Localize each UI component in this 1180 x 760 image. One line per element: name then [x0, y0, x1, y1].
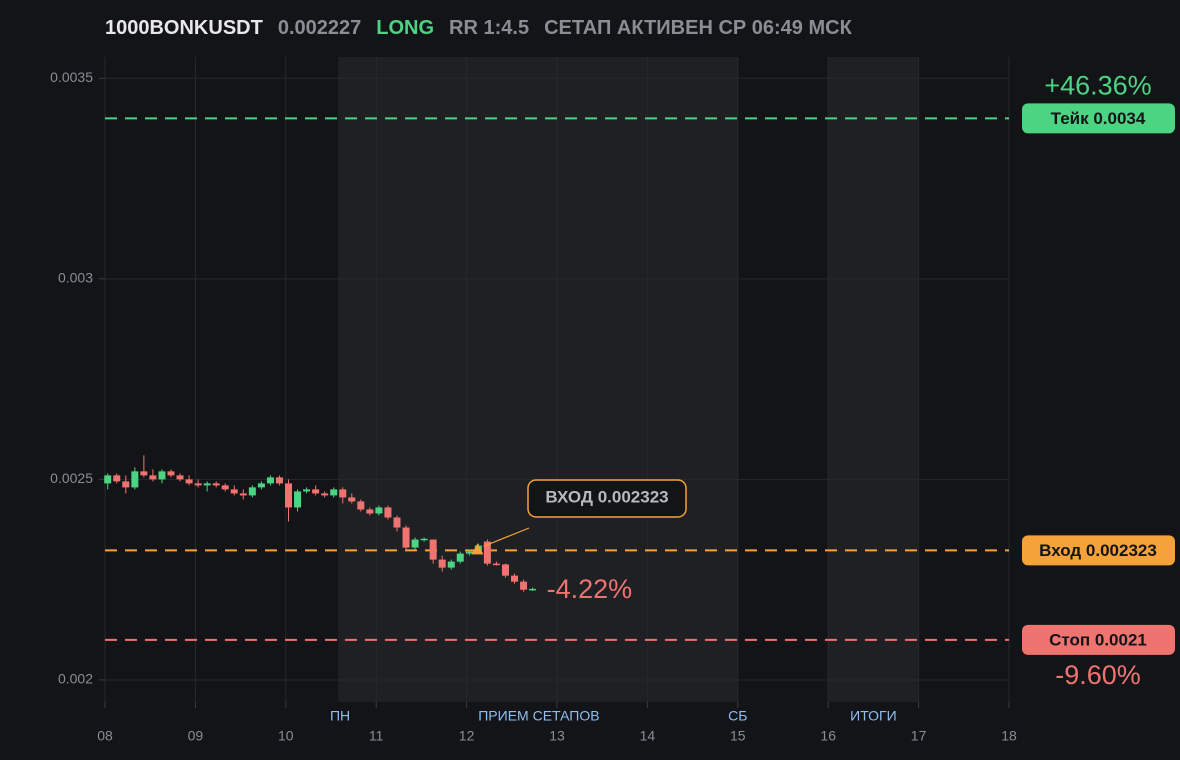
x-tick-label: 11 — [369, 728, 384, 744]
candle-body — [357, 501, 365, 510]
candle-body — [212, 483, 220, 486]
candle-body — [492, 563, 500, 566]
x-tick-label: 16 — [820, 728, 836, 744]
session-label: ИТОГИ — [850, 708, 897, 724]
level-label: Вход 0.002323 — [1039, 541, 1157, 560]
candle-body — [122, 481, 130, 488]
candle-body — [113, 475, 121, 482]
x-tick-label: 10 — [278, 728, 294, 744]
current-pct: -4.22% — [547, 574, 633, 604]
candle-body — [321, 493, 329, 496]
x-tick-label: 18 — [1001, 728, 1017, 744]
level-label: Стоп 0.0021 — [1049, 630, 1147, 649]
session-label: СБ — [728, 708, 747, 724]
candle-body — [230, 489, 238, 494]
side: LONG — [376, 17, 435, 39]
candle-body — [483, 541, 491, 564]
annotation-label: ВХОД 0.002323 — [545, 487, 668, 506]
session-label: ПРИЕМ СЕТАПОВ — [478, 708, 599, 724]
candle-body — [266, 477, 274, 484]
candle-body — [194, 483, 202, 486]
x-tick-label: 13 — [549, 728, 565, 744]
candle-body — [384, 507, 392, 518]
candle-body — [348, 497, 356, 502]
candle-body — [447, 561, 455, 568]
candle-body — [303, 489, 311, 492]
candle-body — [465, 551, 473, 554]
entry-marker — [471, 543, 484, 555]
x-tick-label: 12 — [459, 728, 475, 744]
candle-body — [520, 581, 528, 590]
session-label: ПН — [330, 708, 350, 724]
candle-body — [104, 475, 112, 484]
session-band — [338, 57, 738, 702]
candle-body — [330, 489, 338, 496]
level-label: Тейк 0.0034 — [1051, 109, 1146, 128]
candle-body — [511, 575, 519, 582]
candle-body — [366, 509, 374, 514]
x-tick-label: 14 — [640, 728, 656, 744]
candle-body — [375, 507, 383, 514]
status: СЕТАП АКТИВЕН СР 06:49 МСК — [544, 17, 852, 39]
risk-reward: RR 1:4.5 — [449, 17, 530, 39]
x-tick-label: 15 — [730, 728, 746, 744]
candle-body — [339, 489, 347, 498]
level-pill — [1022, 535, 1175, 566]
annotation-box — [527, 479, 687, 518]
candle-body — [239, 493, 247, 496]
candle-body — [248, 487, 256, 496]
candle-body — [185, 479, 193, 484]
candle-body — [285, 483, 293, 508]
candle-body — [420, 538, 428, 541]
annotation-connector — [483, 527, 530, 547]
candle-body — [402, 527, 410, 548]
candle-body — [275, 477, 283, 484]
y-tick-label: 0.003 — [58, 270, 93, 286]
candle-body — [140, 471, 148, 476]
candle-body — [312, 489, 320, 494]
candle-body — [501, 564, 509, 576]
level-pill — [1022, 103, 1175, 134]
candle-body — [294, 491, 302, 508]
candle-body — [429, 539, 437, 560]
candle-body — [393, 517, 401, 528]
level-pct: +46.36% — [1044, 70, 1151, 100]
header: 1000BONKUSDT 0.002227 LONG RR 1:4.5 СЕТА… — [105, 14, 852, 42]
x-tick-label: 17 — [911, 728, 927, 744]
level-pill — [1022, 624, 1175, 655]
y-tick-label: 0.0035 — [50, 69, 93, 85]
candle-body — [529, 588, 537, 591]
y-tick-label: 0.0025 — [50, 470, 93, 486]
candle-body — [257, 483, 265, 488]
session-band — [828, 57, 919, 702]
last-price: 0.002227 — [277, 17, 362, 39]
candle-body — [456, 553, 464, 562]
level-pct: -9.60% — [1055, 660, 1141, 690]
candle-body — [221, 485, 229, 490]
candle-body — [131, 471, 139, 488]
x-tick-label: 09 — [188, 728, 204, 744]
candle-body — [438, 559, 446, 568]
x-tick-label: 08 — [97, 728, 113, 744]
y-tick-label: 0.002 — [58, 671, 93, 687]
candle-body — [203, 483, 211, 486]
symbol: 1000BONKUSDT — [105, 17, 263, 39]
candle-body — [149, 475, 157, 480]
candle-body — [176, 475, 184, 480]
candle-body — [158, 471, 166, 480]
candle-body — [167, 471, 175, 476]
candle-body — [411, 539, 419, 548]
